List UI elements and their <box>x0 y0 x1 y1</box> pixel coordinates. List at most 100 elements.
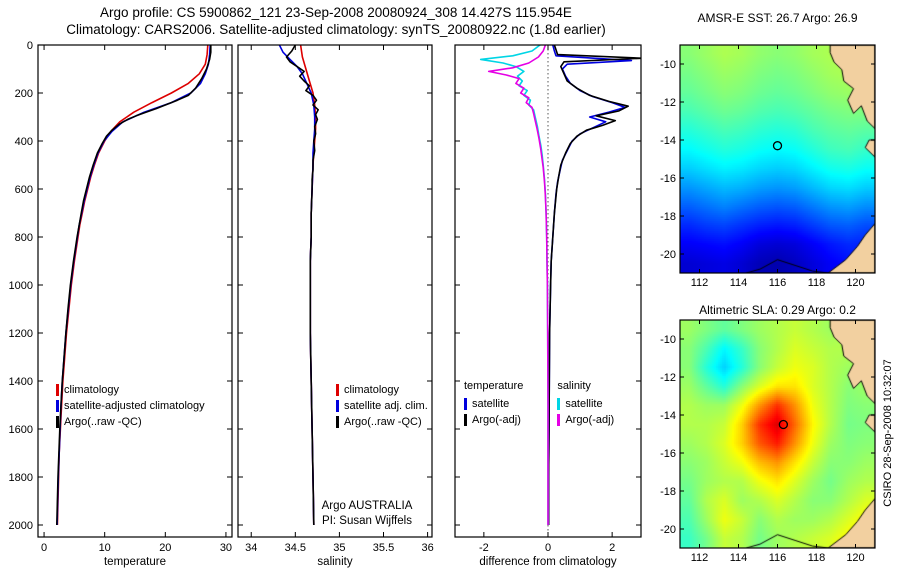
legend-item: Argo(..raw -QC) <box>336 415 428 428</box>
legend-label: satellite <box>565 397 603 410</box>
tick-label: -14 <box>660 410 676 422</box>
difference-profile-series-temperature-argo-adj- <box>547 45 641 525</box>
tick-label: 1800 <box>9 472 33 484</box>
legend-group-title: salinity <box>557 380 591 392</box>
tick-label: 2 <box>609 542 615 554</box>
tick-label: 120 <box>846 552 864 564</box>
temperature-profile-panel: 0 10 20 30 0 200 400 600 800 1000 1200 1400 1600 1800… <box>9 40 233 554</box>
legend-label: satellite adj. clim. <box>344 399 428 412</box>
tick-label: -10 <box>660 59 676 71</box>
csiro-timestamp-watermark: CSIRO 28-Sep-2008 10:32:07 <box>882 359 894 507</box>
salinity-profile-panel: 34 34.5 35 35.5 36 <box>237 44 434 554</box>
sla-map-axes: 112 114 116 118 120 -10 -12 -14 -16 -18 -20 <box>660 319 876 564</box>
temperature-legend: climatology satellite-adjusted climatolog… <box>56 383 232 428</box>
figure-title-line1: Argo profile: CS 5900862_121 23-Sep-2008… <box>100 5 572 20</box>
tick-label: 600 <box>15 184 33 196</box>
tick-label: 118 <box>808 552 826 564</box>
legend-line-sample-icon <box>336 399 339 412</box>
legend-line-sample-icon <box>464 397 467 410</box>
tick-label: 20 <box>159 542 171 554</box>
tick-label: 1600 <box>9 424 33 436</box>
salinity-profile-series-argo-raw-qc- <box>285 45 320 526</box>
legend-label: climatology <box>64 383 120 396</box>
tick-label: 30 <box>220 542 232 554</box>
tick-label: 112 <box>691 277 709 289</box>
difference-profile-panel: -2 0 2 <box>454 44 642 554</box>
difference-xlabel: difference from climatology <box>479 556 617 568</box>
tick-label: 0 <box>41 542 47 554</box>
tick-label: -2 <box>479 542 489 554</box>
temperature-profile-series-argo-raw-qc- <box>56 45 212 526</box>
legend-group-title: temperature <box>464 380 524 392</box>
tick-label: -18 <box>660 486 676 498</box>
tick-label: -16 <box>660 173 676 185</box>
tick-label: -12 <box>660 372 676 384</box>
legend-label: Argo(-adj) <box>472 413 521 426</box>
tick-label: -20 <box>660 524 676 536</box>
legend-item: satellite-adjusted climatology <box>56 399 232 412</box>
legend-line-sample-icon <box>336 415 339 428</box>
legend-item: satellite <box>464 397 523 410</box>
tick-label: 2000 <box>9 520 33 532</box>
legend-item: climatology <box>56 383 232 396</box>
tick-label: 118 <box>808 277 826 289</box>
difference-legend: temperature satellite Argo(-adj) salinity sa… <box>464 380 614 426</box>
tick-label: 120 <box>846 277 864 289</box>
legend-group-temperature: temperature satellite Argo(-adj) <box>464 380 523 426</box>
tick-label: 114 <box>730 552 748 564</box>
legend-line-sample-icon <box>336 383 339 396</box>
legend-label: Argo(-adj) <box>565 413 615 426</box>
sla-map-argo-position-marker <box>778 419 788 430</box>
temperature-xlabel: temperature <box>103 556 166 568</box>
tick-label: 1200 <box>9 328 33 340</box>
tick-label: 116 <box>769 552 787 564</box>
tick-label: 116 <box>769 277 787 289</box>
legend-item: Argo(-adj) <box>557 413 614 426</box>
legend-line-sample-icon <box>56 399 59 412</box>
tick-label: -20 <box>660 249 676 261</box>
argo-credit-line2: PI: Susan Wijffels <box>322 515 412 527</box>
salinity-legend: climatology satellite adj. clim. Argo(..ra… <box>336 383 428 428</box>
sst-map-title: AMSR-E SST: 26.7 Argo: 26.9 <box>697 11 858 25</box>
tick-label: 35.5 <box>373 542 394 554</box>
legend-item: Argo(..raw -QC) <box>56 415 232 428</box>
tick-label: -18 <box>660 211 676 223</box>
legend-group-salinity: salinity satellite Argo(-adj) <box>557 380 614 426</box>
legend-line-sample-icon <box>557 397 561 410</box>
legend-item: satellite <box>557 397 614 410</box>
sst-map-axes: 112 114 116 118 120 -10 -12 -14 -16 -18 -20 <box>660 44 876 289</box>
argo-credit-line1: Argo AUSTRALIA <box>321 500 413 512</box>
legend-label: Argo(..raw -QC) <box>344 415 422 428</box>
tick-label: 400 <box>15 136 33 148</box>
tick-label: -16 <box>660 448 676 460</box>
legend-label: climatology <box>344 383 400 396</box>
salinity-xlabel: salinity <box>317 556 353 568</box>
tick-label: 0 <box>27 40 33 52</box>
tick-label: 200 <box>15 88 33 100</box>
legend-line-sample-icon <box>56 383 59 396</box>
tick-label: 0 <box>545 542 551 554</box>
figure-title-line2: Climatology: CARS2006. Satellite-adjuste… <box>66 22 606 37</box>
legend-line-sample-icon <box>557 413 561 426</box>
legend-label: satellite-adjusted climatology <box>64 399 205 412</box>
tick-label: -12 <box>660 97 676 109</box>
tick-label: 112 <box>691 552 709 564</box>
tick-label: 1000 <box>9 280 33 292</box>
tick-label: 34 <box>245 542 257 554</box>
tick-label: 36 <box>421 542 433 554</box>
legend-label: Argo(..raw -QC) <box>64 415 142 428</box>
tick-label: 34.5 <box>285 542 306 554</box>
difference-profile-series-salinity-argo-adj- <box>487 45 549 525</box>
sla-map-title: Altimetric SLA: 0.29 Argo: 0.2 <box>699 303 856 317</box>
legend-label: satellite <box>472 397 510 410</box>
legend-line-sample-icon <box>464 413 467 426</box>
sst-map-argo-position-marker <box>772 141 783 151</box>
legend-item: Argo(-adj) <box>464 413 523 426</box>
tick-label: -10 <box>660 334 676 346</box>
legend-line-sample-icon <box>56 415 59 428</box>
tick-label: -14 <box>660 135 676 147</box>
tick-label: 10 <box>99 542 111 554</box>
tick-label: 1400 <box>9 376 33 388</box>
